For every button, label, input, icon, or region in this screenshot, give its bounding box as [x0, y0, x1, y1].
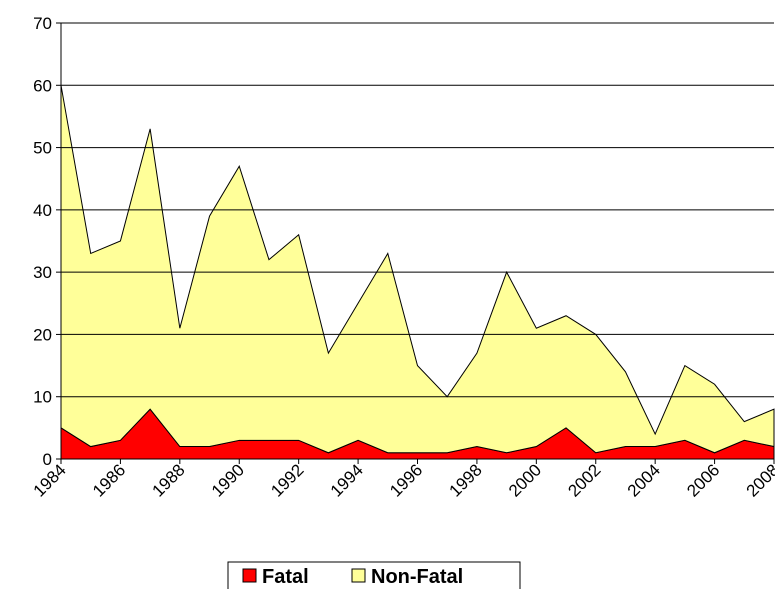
y-tick-label: 70 [33, 14, 52, 33]
y-tick-label: 50 [33, 139, 52, 158]
x-tick-label: 2004 [624, 460, 664, 500]
area [60, 85, 775, 454]
x-tick-label: 1990 [208, 460, 248, 500]
y-tick-label: 40 [33, 201, 52, 220]
x-tick-label: 1988 [148, 460, 188, 500]
legend-box [227, 561, 521, 589]
x-tick-label: 2008 [743, 460, 775, 500]
y-tick-label: 60 [33, 76, 52, 95]
x-tick-label: 1998 [446, 460, 486, 500]
legend-label: Non-Fatal [371, 566, 463, 588]
legend-swatch [351, 568, 366, 583]
legend-swatch [242, 568, 257, 583]
y-tick-label: 10 [33, 388, 52, 407]
x-tick-label: 1992 [267, 460, 307, 500]
legend: Fatal Non-Fatal [227, 561, 521, 589]
legend-label: Fatal [262, 566, 309, 588]
x-tick-label: 1994 [327, 460, 367, 500]
x-tick-label: 1986 [89, 460, 129, 500]
x-tick-label: 1996 [386, 460, 426, 500]
x-tick-label: 1984 [30, 460, 70, 500]
y-tick-label: 30 [33, 263, 52, 282]
x-tick-label: 2002 [564, 460, 604, 500]
y-tick-label: 20 [33, 325, 52, 344]
x-tick-label: 2000 [505, 460, 545, 500]
x-tick-label: 2006 [683, 460, 723, 500]
y-tick-label: 0 [43, 450, 52, 469]
